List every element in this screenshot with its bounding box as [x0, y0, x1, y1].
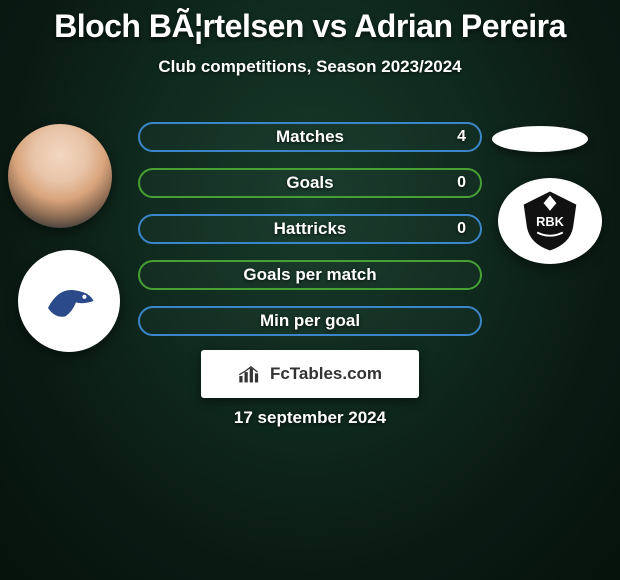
date-label: 17 september 2024 — [0, 408, 620, 428]
stat-label: Goals — [286, 173, 333, 193]
player-right-placeholder — [492, 126, 588, 152]
bird-icon — [34, 266, 104, 336]
club-left-badge — [18, 250, 120, 352]
stat-label: Min per goal — [260, 311, 360, 331]
stats-container: Matches 4 Goals 0 Hattricks 0 Goals per … — [138, 122, 482, 352]
subtitle: Club competitions, Season 2023/2024 — [0, 57, 620, 77]
svg-text:RBK: RBK — [536, 214, 564, 229]
stat-label: Goals per match — [243, 265, 376, 285]
stat-value: 0 — [457, 220, 466, 238]
stat-value: 4 — [457, 128, 466, 146]
footer-site-label: FcTables.com — [270, 364, 382, 384]
stat-value: 0 — [457, 174, 466, 192]
rbk-shield-icon: RBK — [518, 189, 582, 253]
stat-label: Matches — [276, 127, 344, 147]
club-right-badge: RBK — [498, 178, 602, 264]
stat-row-goals: Goals 0 — [138, 168, 482, 198]
stat-label: Hattricks — [274, 219, 347, 239]
stat-row-hattricks: Hattricks 0 — [138, 214, 482, 244]
footer-attribution: FcTables.com — [201, 350, 419, 398]
stat-row-matches: Matches 4 — [138, 122, 482, 152]
stat-row-min-per-goal: Min per goal — [138, 306, 482, 336]
stat-row-goals-per-match: Goals per match — [138, 260, 482, 290]
bar-chart-icon — [238, 364, 264, 384]
page-title: Bloch BÃ¦rtelsen vs Adrian Pereira — [0, 0, 620, 45]
player-left-avatar — [8, 124, 112, 228]
